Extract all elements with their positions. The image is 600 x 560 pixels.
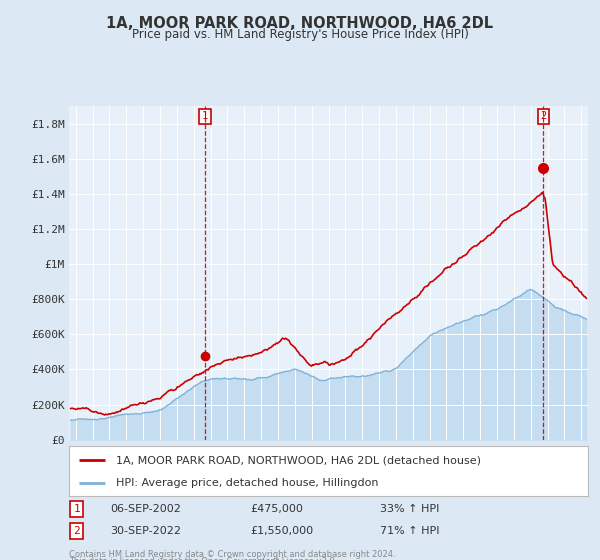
Text: Price paid vs. HM Land Registry's House Price Index (HPI): Price paid vs. HM Land Registry's House … bbox=[131, 28, 469, 41]
Text: HPI: Average price, detached house, Hillingdon: HPI: Average price, detached house, Hill… bbox=[116, 478, 378, 488]
Text: 1: 1 bbox=[202, 111, 208, 122]
Text: £475,000: £475,000 bbox=[251, 504, 304, 514]
Text: Contains HM Land Registry data © Crown copyright and database right 2024.: Contains HM Land Registry data © Crown c… bbox=[69, 550, 395, 559]
Text: 1A, MOOR PARK ROAD, NORTHWOOD, HA6 2DL (detached house): 1A, MOOR PARK ROAD, NORTHWOOD, HA6 2DL (… bbox=[116, 455, 481, 465]
Text: 71% ↑ HPI: 71% ↑ HPI bbox=[380, 526, 440, 536]
Text: 33% ↑ HPI: 33% ↑ HPI bbox=[380, 504, 440, 514]
Text: 1A, MOOR PARK ROAD, NORTHWOOD, HA6 2DL: 1A, MOOR PARK ROAD, NORTHWOOD, HA6 2DL bbox=[106, 16, 494, 31]
Text: 06-SEP-2002: 06-SEP-2002 bbox=[110, 504, 181, 514]
Text: This data is licensed under the Open Government Licence v3.0.: This data is licensed under the Open Gov… bbox=[69, 557, 337, 560]
Text: 30-SEP-2022: 30-SEP-2022 bbox=[110, 526, 182, 536]
Text: 1: 1 bbox=[73, 504, 80, 514]
Text: £1,550,000: £1,550,000 bbox=[251, 526, 314, 536]
Text: 2: 2 bbox=[540, 111, 547, 122]
Text: 2: 2 bbox=[73, 526, 80, 536]
